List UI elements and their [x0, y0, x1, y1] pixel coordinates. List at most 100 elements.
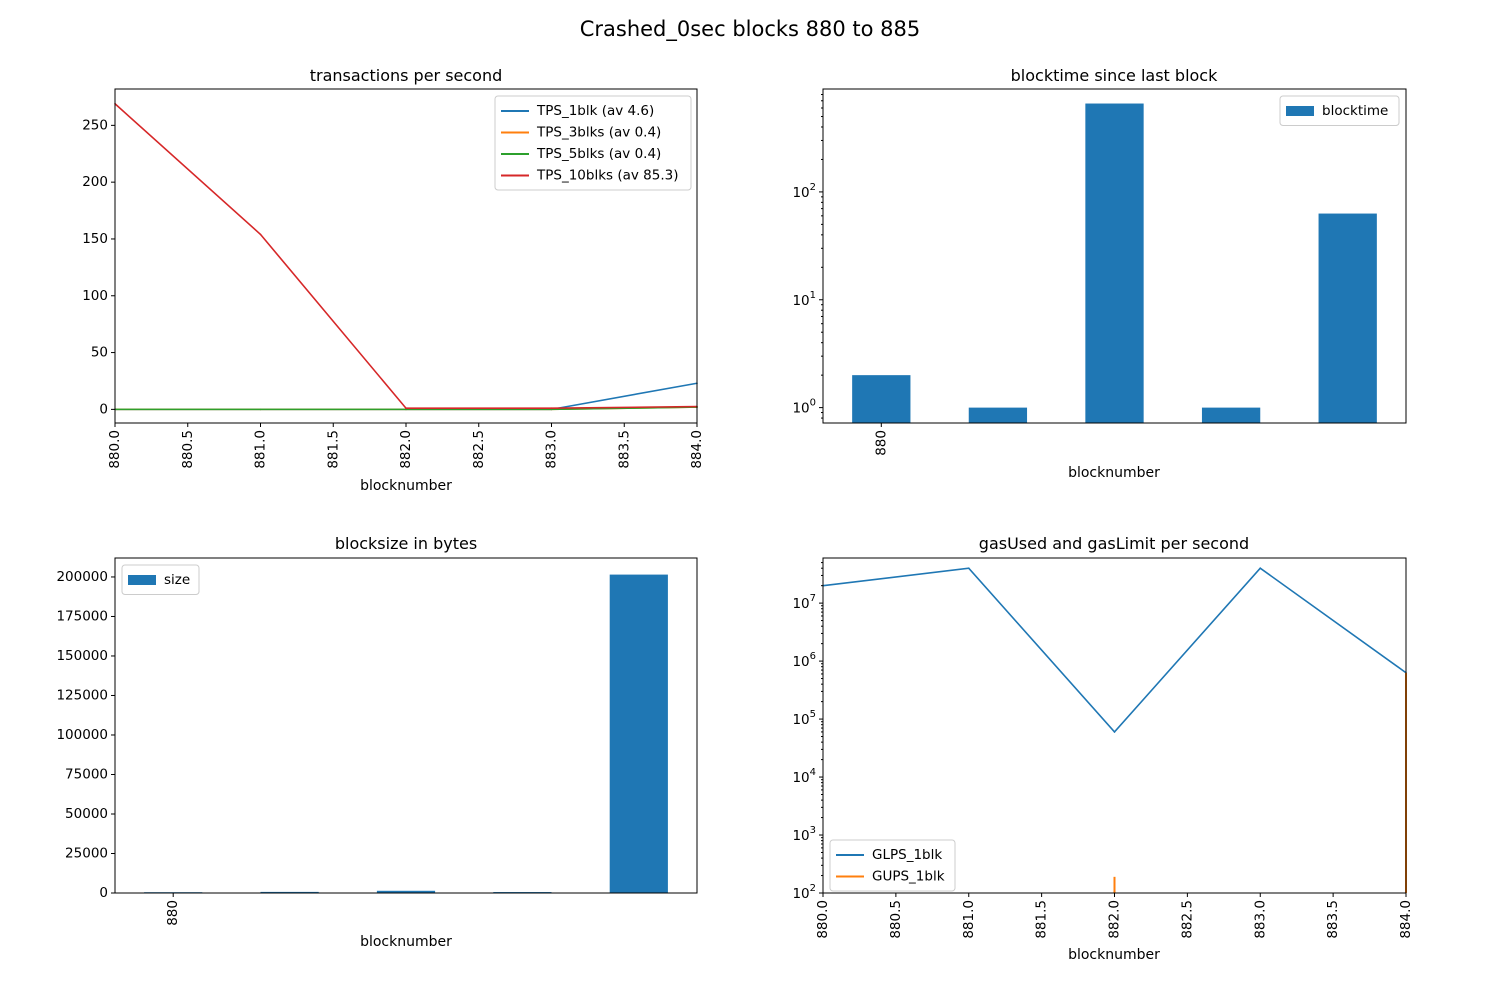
gas-title: gasUsed and gasLimit per second [979, 534, 1249, 553]
gas-ytick-base: 10 [792, 596, 809, 612]
figure-suptitle: Crashed_0sec blocks 880 to 885 [580, 17, 921, 42]
tps-xtick-label: 884.0 [689, 430, 705, 469]
blocksize-legend-swatch [128, 575, 156, 585]
tps-legend-label: TPS_1blk (av 4.6) [536, 103, 654, 119]
tps-xtick-label: 882.0 [398, 430, 414, 469]
tps-xtick-label: 881.0 [253, 430, 269, 469]
gas-plot-area: 880.0 880.5 881.0 881.5 882.0 882.5 883.0 883.5… [792, 557, 1414, 939]
blocksize-bar [376, 890, 436, 893]
blocktime-ytick-label: 101 [792, 290, 816, 309]
blocktime-bar [1318, 213, 1377, 423]
blocksize-ytick-label: 25000 [65, 845, 108, 861]
gas-xtick-label: 881.5 [1034, 900, 1050, 939]
tps-xtick-label: 881.5 [325, 430, 341, 469]
gas-ytick-exp: 6 [810, 651, 816, 662]
gas-ytick-exp: 5 [810, 709, 816, 720]
gas-ytick-exp: 4 [810, 767, 816, 778]
tps-legend-label: TPS_5blks (av 0.4) [536, 146, 661, 162]
tps-legend-box [494, 95, 692, 191]
blocktime-ytick-exp: 2 [810, 182, 816, 193]
tps-data-point [550, 407, 553, 410]
blocksize-xtick-label: 880 [165, 900, 181, 926]
tps-xtick-label: 880.5 [180, 430, 196, 469]
tps-data-point [405, 407, 407, 410]
tps-legend-label: TPS_3blks (av 0.4) [536, 125, 661, 141]
blocksize-ytick-label: 100000 [56, 727, 108, 743]
blocktime-ytick-label: 102 [792, 182, 816, 201]
gas-ytick-label: 106 [792, 651, 816, 670]
tps-xtick-label: 882.5 [471, 430, 487, 469]
blocktime-bar [852, 375, 911, 423]
blocktime-ytick-base: 10 [792, 293, 809, 309]
blocksize-xlabel: blocknumber [360, 934, 452, 950]
tps-plot-area: 880.0 880.5 881.0 881.5 882.0 882.5 883.0 883.5… [82, 88, 705, 469]
gas-xtick-label: 880.5 [888, 900, 904, 939]
blocktime-bar [1201, 407, 1261, 423]
tps-xtick-label: 883.5 [616, 430, 632, 469]
gas-xtick-label: 882.5 [1179, 900, 1195, 939]
gas-xtick-label: 881.0 [961, 900, 977, 939]
gas-ytick-exp: 2 [810, 883, 816, 894]
gas-ytick-exp: 7 [810, 593, 816, 604]
gas-legend-box [829, 839, 956, 892]
blocksize-ytick-label: 50000 [65, 806, 108, 822]
blocktime-xtick-label: 880 [873, 430, 889, 456]
blocktime-ytick-exp: 1 [810, 290, 816, 301]
tps-data-point [259, 408, 262, 411]
gas-legend-label: GUPS_1blk [872, 869, 945, 885]
blocktime-bar [1085, 103, 1144, 424]
tps-ytick-label: 0 [99, 401, 108, 417]
tps-data-point [259, 233, 262, 236]
tps-panel: transactions per second 880.0 880.5 881.0 8… [82, 66, 705, 494]
blocktime-ytick-base: 10 [792, 185, 809, 201]
blocktime-frame [822, 88, 1407, 424]
tps-xlabel: blocknumber [360, 478, 452, 494]
gas-xlabel: blocknumber [1068, 947, 1160, 963]
blocksize-ytick-label: 175000 [56, 608, 108, 624]
blocktime-ytick-base: 10 [792, 401, 809, 417]
blocksize-ytick-label: 150000 [56, 648, 108, 664]
blocktime-ytick-label: 100 [792, 398, 816, 417]
blocktime-ytick-exp: 0 [810, 398, 816, 409]
blocktime-xlabel: blocknumber [1068, 465, 1160, 481]
blocksize-bar [260, 891, 319, 893]
gas-xtick-label: 883.5 [1325, 900, 1341, 939]
gas-xtick-label: 882.0 [1107, 900, 1123, 939]
tps-ytick-label: 200 [82, 174, 108, 190]
blocktime-legend-swatch [1286, 106, 1314, 116]
blocksize-ytick-label: 200000 [56, 569, 108, 585]
tps-xtick-label: 883.0 [544, 430, 560, 469]
blocktime-legend-label: blocktime [1322, 103, 1388, 119]
gas-legend-label: GLPS_1blk [872, 847, 942, 863]
gas-panel: gasUsed and gasLimit per second 880.0 880… [792, 534, 1414, 963]
gas-ytick-base: 10 [792, 712, 809, 728]
tps-ytick-label: 150 [82, 231, 108, 247]
gas-xtick-label: 880.0 [815, 900, 831, 939]
blocksize-frame [114, 557, 698, 894]
gas-ytick-label: 105 [792, 709, 816, 728]
blocksize-bar [609, 574, 668, 893]
blocksize-panel: blocksize in bytes 880 0 25000 50000 75000 10… [56, 534, 698, 950]
gas-ytick-label: 107 [792, 593, 816, 612]
gas-xtick-label: 884.0 [1398, 900, 1414, 939]
gas-ytick-label: 104 [792, 767, 816, 786]
gas-ytick-base: 10 [792, 770, 809, 786]
blocktime-legend-box [1279, 95, 1400, 126]
tps-legend-label: TPS_10blks (av 85.3) [536, 168, 679, 184]
gas-data-point [1259, 567, 1262, 570]
gas-ytick-base: 10 [792, 828, 809, 844]
tps-xtick-label: 880.0 [107, 430, 123, 469]
gas-ytick-label: 103 [792, 825, 816, 844]
gas-ytick-exp: 3 [810, 825, 816, 836]
blocktime-panel: blocktime since last block 880100101102b… [792, 66, 1407, 481]
tps-ytick-label: 250 [82, 117, 108, 133]
blocksize-legend-label: size [164, 572, 190, 588]
blocksize-title: blocksize in bytes [335, 534, 477, 553]
tps-title: transactions per second [310, 66, 503, 85]
blocktime-bar [968, 407, 1028, 423]
gas-data-point [967, 567, 970, 570]
gas-ytick-label: 102 [792, 883, 816, 902]
